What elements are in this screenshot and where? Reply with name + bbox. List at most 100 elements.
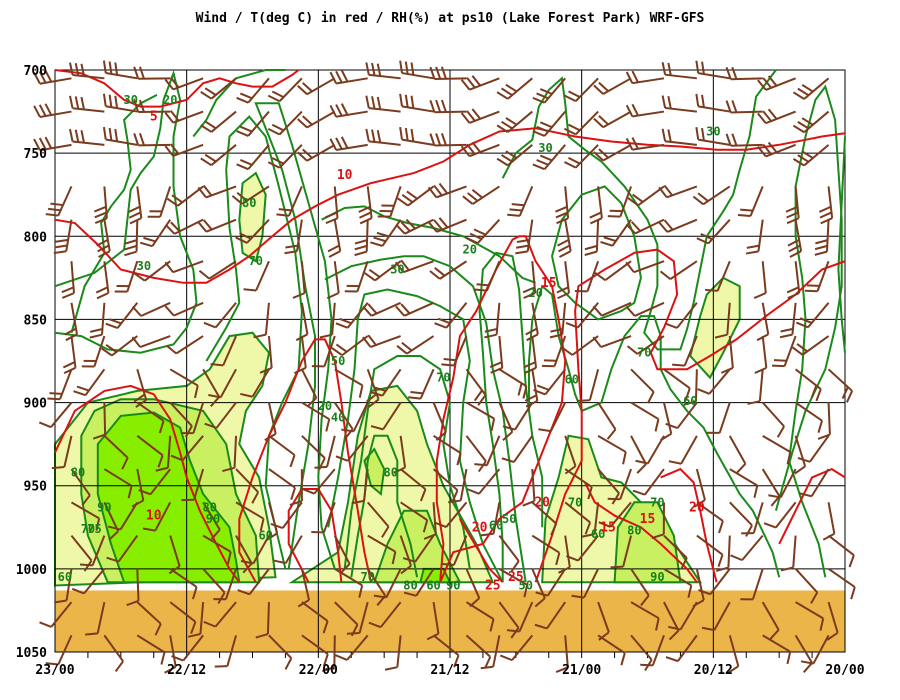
wind-barb <box>402 535 435 563</box>
wind-barb-flag <box>329 138 338 151</box>
wind-barb-flag <box>226 551 232 565</box>
wind-barb <box>268 435 296 468</box>
wind-barb <box>741 502 764 535</box>
wind-barb-staff <box>465 568 481 599</box>
wind-barb-staff <box>225 568 237 600</box>
wind-barb-flag <box>354 250 367 257</box>
wind-barb-flag <box>204 422 217 429</box>
wind-barb <box>496 144 533 167</box>
wind-barb-staff <box>346 435 369 462</box>
wind-barb <box>466 468 501 495</box>
wind-barb-staff <box>795 601 824 620</box>
wind-barb-staff <box>202 568 226 594</box>
wind-barb <box>740 568 764 601</box>
wind-barb-flag <box>69 128 74 142</box>
wind-barb-flag <box>701 61 705 75</box>
wind-barb-flag <box>510 627 520 639</box>
wind-barb-staff <box>192 402 205 434</box>
wind-barb-flag <box>789 250 802 258</box>
wind-barb <box>523 335 538 374</box>
wind-barb-flag <box>131 336 141 348</box>
wind-barb <box>341 402 369 433</box>
wind-barb <box>792 144 830 167</box>
wind-barb-flag <box>239 232 252 240</box>
wind-barb-flag <box>786 451 792 465</box>
wind-barb-flag <box>208 394 221 399</box>
wind-barb-flag <box>771 364 785 368</box>
wind-barb <box>164 110 204 124</box>
x-tick-label: 23/00 <box>35 663 74 678</box>
wind-barb-flag <box>792 157 805 167</box>
rh-contour-label: 70 <box>436 371 450 385</box>
wind-barb <box>434 302 468 329</box>
wind-barb-flag <box>477 394 487 406</box>
wind-barb-flag <box>135 399 147 408</box>
wind-barb <box>630 601 660 631</box>
rh-contour-label: 80 <box>71 465 85 479</box>
wind-barb-flag <box>668 629 680 641</box>
wind-barb <box>47 368 73 401</box>
wind-barb-flag <box>33 138 41 151</box>
wind-barb <box>563 144 599 169</box>
wind-barb-flag <box>787 292 800 300</box>
wind-barb-flag <box>45 662 59 666</box>
y-tick-label: 950 <box>24 480 48 495</box>
wind-barb-flag <box>102 60 107 74</box>
wind-barb-staff <box>498 567 528 586</box>
wind-barb-flag <box>370 425 384 431</box>
wind-barb-flag <box>289 454 296 468</box>
wind-barb-staff <box>300 302 309 335</box>
wind-barb-flag <box>44 103 53 116</box>
wind-barb-flag <box>794 465 806 475</box>
wind-barb-flag <box>559 250 572 258</box>
wind-barb-flag <box>127 485 133 499</box>
wind-barb <box>593 143 632 162</box>
wind-barb-flag <box>171 655 184 662</box>
wind-barb <box>597 634 626 666</box>
rh-contour-label: 20 <box>318 399 332 413</box>
wind-barb-flag <box>325 418 331 432</box>
wind-barb <box>203 601 237 628</box>
wind-barb <box>592 335 632 348</box>
wind-barb-flag <box>589 211 602 219</box>
wind-barb-flag <box>753 292 767 299</box>
wind-barb-flag <box>365 95 370 109</box>
wind-barb-flag <box>460 145 471 157</box>
wind-barb-flag <box>74 96 80 110</box>
wind-barb-flag <box>133 99 140 113</box>
wind-barb-flag <box>593 117 604 128</box>
wind-barb-staff <box>683 335 698 367</box>
wind-barb <box>668 601 698 631</box>
wind-barb-flag <box>785 205 798 213</box>
wind-barb-flag <box>484 333 497 339</box>
wind-barb <box>214 635 238 668</box>
wind-barb-flag <box>571 594 585 599</box>
wind-barb-flag <box>473 228 486 236</box>
wind-barb <box>51 435 73 470</box>
wind-barb-flag <box>368 621 382 629</box>
wind-barb <box>171 634 204 662</box>
wind-barb-flag <box>157 454 164 468</box>
wind-barb <box>728 435 747 474</box>
wind-barb-flag <box>240 560 254 565</box>
wind-barb-flag <box>484 656 492 669</box>
wind-barb-flag <box>695 127 700 140</box>
wind-barb <box>661 128 697 146</box>
wind-barb <box>707 402 731 434</box>
wind-barb-flag <box>456 452 462 466</box>
wind-barb <box>136 634 166 665</box>
wind-barb <box>200 144 237 167</box>
wind-barb-flag <box>376 96 382 110</box>
wind-barb-flag <box>606 428 617 440</box>
wind-barb <box>311 335 336 368</box>
wind-barb-flag <box>496 91 509 100</box>
wind-barb-staff <box>136 568 140 601</box>
wind-barb <box>222 435 238 473</box>
wind-barb-flag <box>817 433 831 440</box>
wind-barb-flag <box>718 520 724 534</box>
wind-barb-flag <box>701 94 705 108</box>
wind-barb-staff <box>511 634 534 661</box>
wind-barb-flag <box>61 292 75 299</box>
wind-barb-staff <box>415 568 435 597</box>
wind-barb-flag <box>335 70 343 83</box>
